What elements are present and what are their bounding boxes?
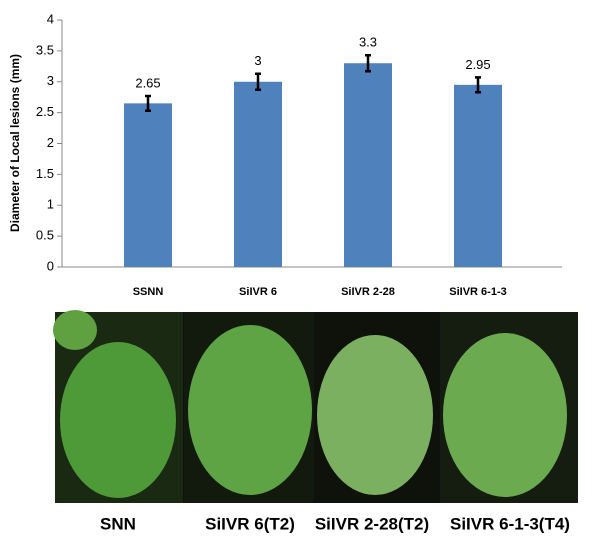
y-tick-label: 0 xyxy=(47,258,54,273)
y-tick-label: 0.5 xyxy=(36,228,54,243)
x-tick-label: SiIVR 6 xyxy=(239,286,277,298)
photo-caption: SiIVR 6-1-3(T4) xyxy=(450,514,570,533)
data-label: 3.3 xyxy=(359,35,377,50)
leaf-photo xyxy=(440,312,578,503)
leaf-photo xyxy=(315,312,439,503)
error-bar xyxy=(365,53,371,73)
y-tick-label: 3 xyxy=(47,73,54,88)
y-tick-label: 2 xyxy=(47,135,54,150)
bar xyxy=(234,81,282,267)
photo-panel xyxy=(53,310,578,503)
error-bar xyxy=(255,72,261,92)
x-tick-label: SiIVR 2-28 xyxy=(341,286,395,298)
x-tick-label: SiIVR 6-1-3 xyxy=(449,286,506,298)
bar xyxy=(124,103,172,267)
y-tick-label: 4 xyxy=(47,11,54,26)
y-tick-label: 1 xyxy=(47,197,54,212)
error-bar xyxy=(475,76,481,94)
data-label: 3 xyxy=(254,53,261,68)
error-bar xyxy=(145,94,151,113)
photo-caption: SiIVR 6(T2) xyxy=(205,514,295,533)
photo-caption: SNN xyxy=(100,514,136,533)
data-label: 2.65 xyxy=(135,75,160,90)
x-tick-label: SSNN xyxy=(133,286,164,298)
bar xyxy=(454,84,502,268)
bar xyxy=(344,63,392,267)
y-axis-label: Diameter of Local lesions (mm) xyxy=(8,54,22,232)
data-label: 2.95 xyxy=(465,57,490,72)
leaf-photo xyxy=(53,310,183,503)
y-tick-label: 3.5 xyxy=(36,42,54,57)
leaf-photo xyxy=(184,312,314,503)
y-tick-label: 2.5 xyxy=(36,104,54,119)
photo-caption: SiIVR 2-28(T2) xyxy=(315,514,429,533)
y-tick-label: 1.5 xyxy=(36,166,54,181)
